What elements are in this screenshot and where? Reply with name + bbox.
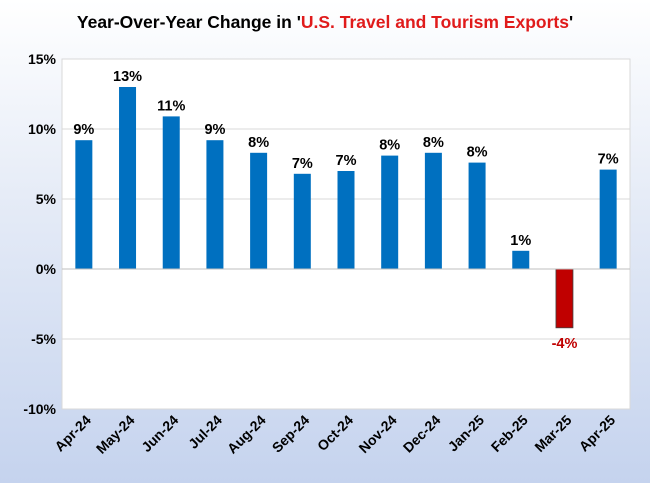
- y-tick-label: -5%: [31, 331, 56, 347]
- x-tick-label: Apr-25: [576, 412, 619, 455]
- data-labels: 9% 13% 11% 9% 8% 7% 7% 8% 8% 8% 1% -4% 7%: [73, 69, 618, 352]
- y-tick-label: 10%: [28, 121, 57, 137]
- bar-jun-24: [162, 116, 180, 270]
- bar-dec-24: [424, 152, 442, 269]
- x-tick-label: Apr-24: [51, 412, 94, 455]
- chart-title: Year-Over-Year Change in 'U.S. Travel an…: [0, 12, 650, 33]
- x-tick-label: Sep-24: [269, 412, 313, 456]
- x-tick-label: Oct-24: [314, 412, 356, 454]
- data-label: 8%: [379, 138, 400, 154]
- bar-oct-24: [337, 171, 355, 269]
- x-tick-label: Jul-24: [185, 412, 225, 452]
- bars: [75, 87, 617, 329]
- bar-aug-24: [250, 152, 268, 269]
- bar-jan-25: [468, 162, 486, 269]
- chart-title-prefix: Year-Over-Year Change in ': [76, 12, 301, 32]
- data-label: 8%: [467, 145, 488, 161]
- data-label: 9%: [73, 122, 94, 138]
- y-tick-label: 5%: [36, 191, 57, 207]
- y-tick-label: -10%: [23, 401, 56, 417]
- y-tick-label: 0%: [36, 261, 57, 277]
- x-tick-label: Nov-24: [355, 412, 399, 456]
- bar-nov-24: [381, 155, 399, 269]
- data-label: 7%: [292, 156, 313, 172]
- data-label: 8%: [423, 135, 444, 151]
- data-label: 13%: [113, 69, 142, 85]
- data-label: 1%: [510, 233, 531, 249]
- x-tick-label: Dec-24: [400, 412, 444, 456]
- x-tick-label: May-24: [93, 412, 138, 457]
- x-tick-label: Jun-24: [138, 412, 181, 455]
- bar-sep-24: [293, 173, 311, 269]
- chart-title-highlight: U.S. Travel and Tourism Exports: [300, 12, 569, 32]
- bar-may-24: [119, 87, 137, 269]
- bar-apr-25: [599, 169, 617, 269]
- data-label: 11%: [157, 98, 185, 114]
- bar-mar-25: [555, 268, 574, 329]
- x-tick-label: Jan-25: [445, 412, 488, 455]
- bar-feb-25: [512, 250, 530, 269]
- chart-title-suffix: ': [568, 12, 574, 32]
- data-label: -4%: [552, 336, 578, 352]
- bar-jul-24: [206, 140, 224, 269]
- x-tick-label: Mar-25: [531, 412, 574, 455]
- y-tick-label: 15%: [28, 51, 57, 67]
- data-label: 9%: [204, 122, 225, 138]
- data-label: 7%: [336, 153, 357, 169]
- x-tick-label: Aug-24: [224, 412, 269, 457]
- data-label: 8%: [248, 135, 269, 151]
- y-axis-ticks: 15% 10% 5% 0% -5% -10%: [23, 51, 56, 417]
- x-tick-label: Feb-25: [488, 412, 531, 455]
- data-label: 7%: [598, 152, 619, 168]
- bar-apr-24: [75, 140, 93, 269]
